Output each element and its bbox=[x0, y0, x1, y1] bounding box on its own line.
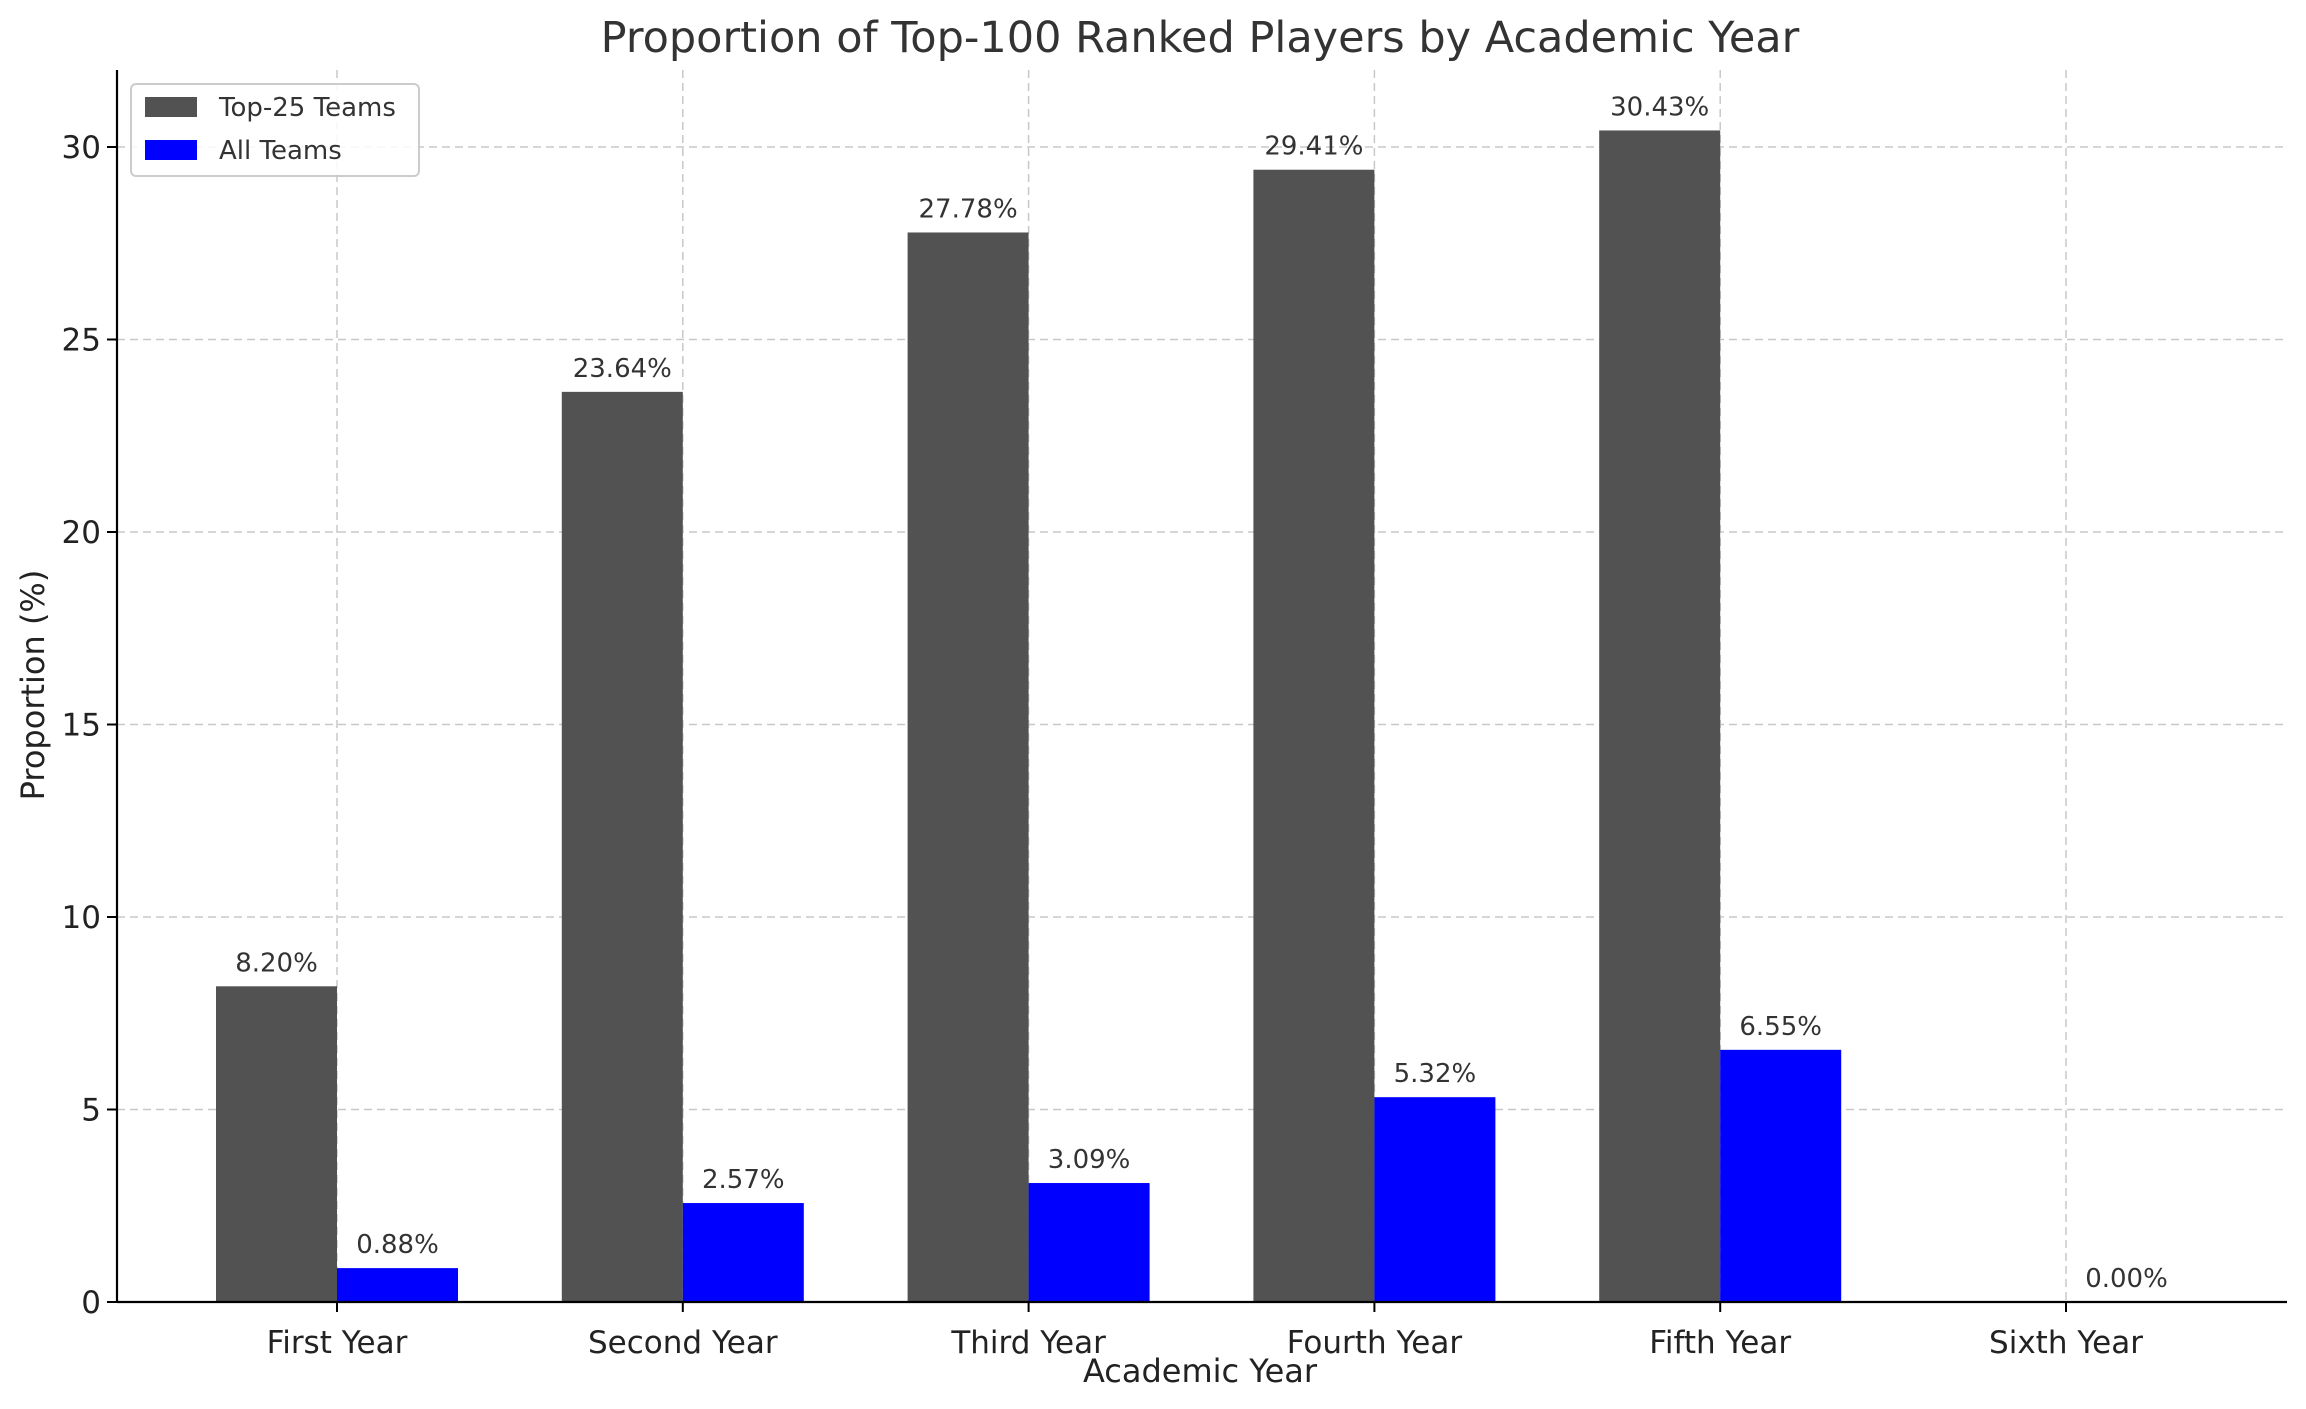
chart-title: Proportion of Top-100 Ranked Players by … bbox=[601, 13, 1800, 63]
bar-value-label: 5.32% bbox=[1394, 1059, 1477, 1089]
bar-value-label: 29.41% bbox=[1264, 132, 1363, 162]
x-tick-label: Third Year bbox=[950, 1325, 1106, 1361]
x-tick-label: Second Year bbox=[588, 1325, 778, 1361]
data-labels: 8.20% 23.64% 27.78% 29.41% 30.43% 0.88% 2.57% 3… bbox=[235, 92, 2168, 1294]
y-axis-title: Proportion (%) bbox=[14, 570, 52, 801]
grid bbox=[117, 70, 2287, 1302]
axes: 0 5 10 15 20 25 30 First Year Second Year Third Y… bbox=[62, 70, 2287, 1361]
bar-top25 bbox=[561, 391, 683, 1302]
legend-box bbox=[130, 83, 420, 177]
bar-value-label: 3.09% bbox=[1048, 1145, 1131, 1175]
x-axis-title: Academic Year bbox=[1083, 1352, 1318, 1390]
x-tick-label: Fourth Year bbox=[1287, 1325, 1463, 1361]
bars bbox=[216, 130, 1842, 1303]
bar-value-label: 30.43% bbox=[1610, 92, 1709, 122]
bar-value-label: 8.20% bbox=[235, 948, 318, 978]
y-tick-label: 25 bbox=[62, 323, 101, 359]
bar-value-label: 2.57% bbox=[702, 1165, 785, 1195]
x-tick-label: Fifth Year bbox=[1649, 1325, 1791, 1361]
bar-all-teams bbox=[1028, 1183, 1150, 1302]
y-tick-label: 20 bbox=[62, 515, 101, 551]
bar-all-teams bbox=[337, 1268, 458, 1302]
bar-top25 bbox=[1599, 130, 1721, 1302]
bar-all-teams bbox=[682, 1203, 804, 1302]
bar-value-label: 23.64% bbox=[573, 354, 672, 384]
legend: Top-25 Teams All Teams bbox=[130, 83, 420, 177]
bar-all-teams bbox=[1374, 1097, 1496, 1302]
y-tick-label: 30 bbox=[62, 130, 101, 166]
legend-swatch bbox=[145, 140, 197, 160]
bar-value-label: 0.88% bbox=[356, 1230, 439, 1260]
bar-value-label: 0.00% bbox=[2085, 1264, 2168, 1294]
legend-label: Top-25 Teams bbox=[218, 93, 396, 123]
legend-label: All Teams bbox=[219, 136, 342, 166]
legend-swatch bbox=[145, 97, 197, 117]
bar-top25 bbox=[907, 232, 1029, 1303]
y-tick-label: 0 bbox=[81, 1285, 101, 1321]
y-tick-label: 10 bbox=[62, 900, 101, 936]
bar-top25 bbox=[1253, 169, 1375, 1303]
bar-value-label: 27.78% bbox=[919, 194, 1018, 224]
bar-value-label: 6.55% bbox=[1739, 1012, 1822, 1042]
x-tick-label: Sixth Year bbox=[1989, 1325, 2143, 1361]
bar-all-teams bbox=[1720, 1049, 1842, 1302]
bar-top25 bbox=[216, 986, 337, 1302]
y-tick-label: 5 bbox=[81, 1093, 101, 1129]
x-tick-label: First Year bbox=[267, 1325, 408, 1361]
y-tick-label: 15 bbox=[62, 708, 101, 744]
